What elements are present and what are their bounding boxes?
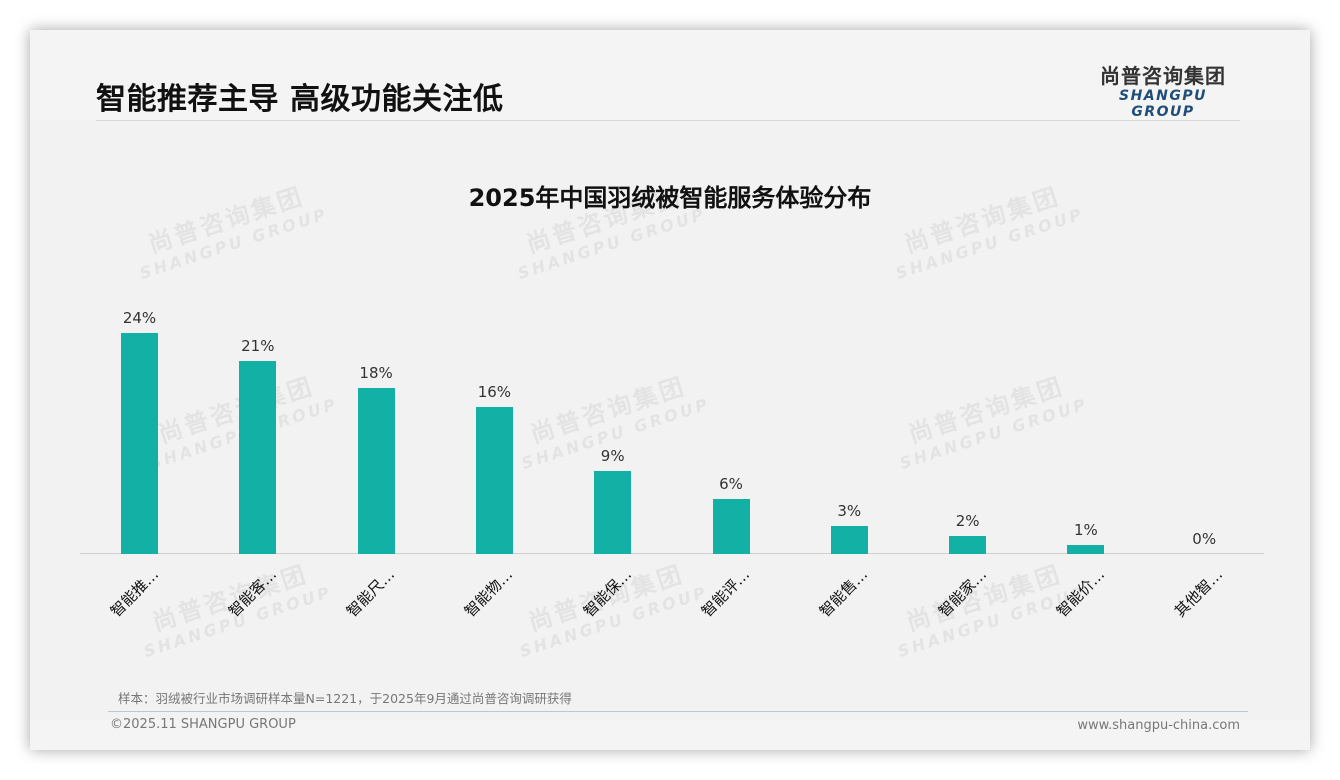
slide: 智能推荐主导 高级功能关注低 尚普咨询集团 SHANGPU GROUP 尚普咨询… — [30, 30, 1310, 750]
sample-note: 样本：羽绒被行业市场调研样本量N=1221，于2025年9月通过尚普咨询调研获得 — [118, 691, 572, 706]
bar — [239, 361, 277, 554]
bar-value-label: 0% — [1192, 530, 1217, 548]
bar-value-label: 24% — [122, 309, 157, 327]
page-title: 智能推荐主导 高级功能关注低 — [96, 82, 504, 117]
chart-title: 2025年中国羽绒被智能服务体验分布 — [468, 184, 872, 212]
bar — [1067, 545, 1105, 554]
bar — [594, 471, 632, 554]
header-divider — [96, 120, 1240, 121]
bar-value-label: 3% — [837, 502, 862, 520]
logo-en-text: SHANGPU GROUP — [1119, 88, 1207, 120]
footer-divider — [108, 711, 1248, 712]
bar — [475, 407, 513, 554]
bar — [949, 536, 987, 554]
x-axis-line — [80, 553, 1264, 554]
bar-value-label: 21% — [241, 337, 275, 355]
bar-value-label: 18% — [359, 364, 393, 382]
copyright-text: ©2025.11 SHANGPU GROUP — [110, 717, 296, 732]
bar — [830, 526, 868, 554]
bar — [121, 333, 158, 554]
bar — [357, 388, 395, 554]
company-logo: 尚普咨询集团 SHANGPU GROUP — [1088, 64, 1238, 120]
bar-value-label: 1% — [1073, 521, 1098, 539]
bar-value-label: 9% — [600, 447, 625, 465]
bar — [712, 499, 750, 554]
logo-cn-text: 尚普咨询集团 — [1100, 64, 1226, 88]
bar-value-label: 2% — [955, 512, 980, 530]
bar-value-label: 6% — [719, 475, 743, 493]
bar-value-label: 16% — [477, 383, 512, 401]
website-link[interactable]: www.shangpu-china.com — [1077, 718, 1240, 733]
